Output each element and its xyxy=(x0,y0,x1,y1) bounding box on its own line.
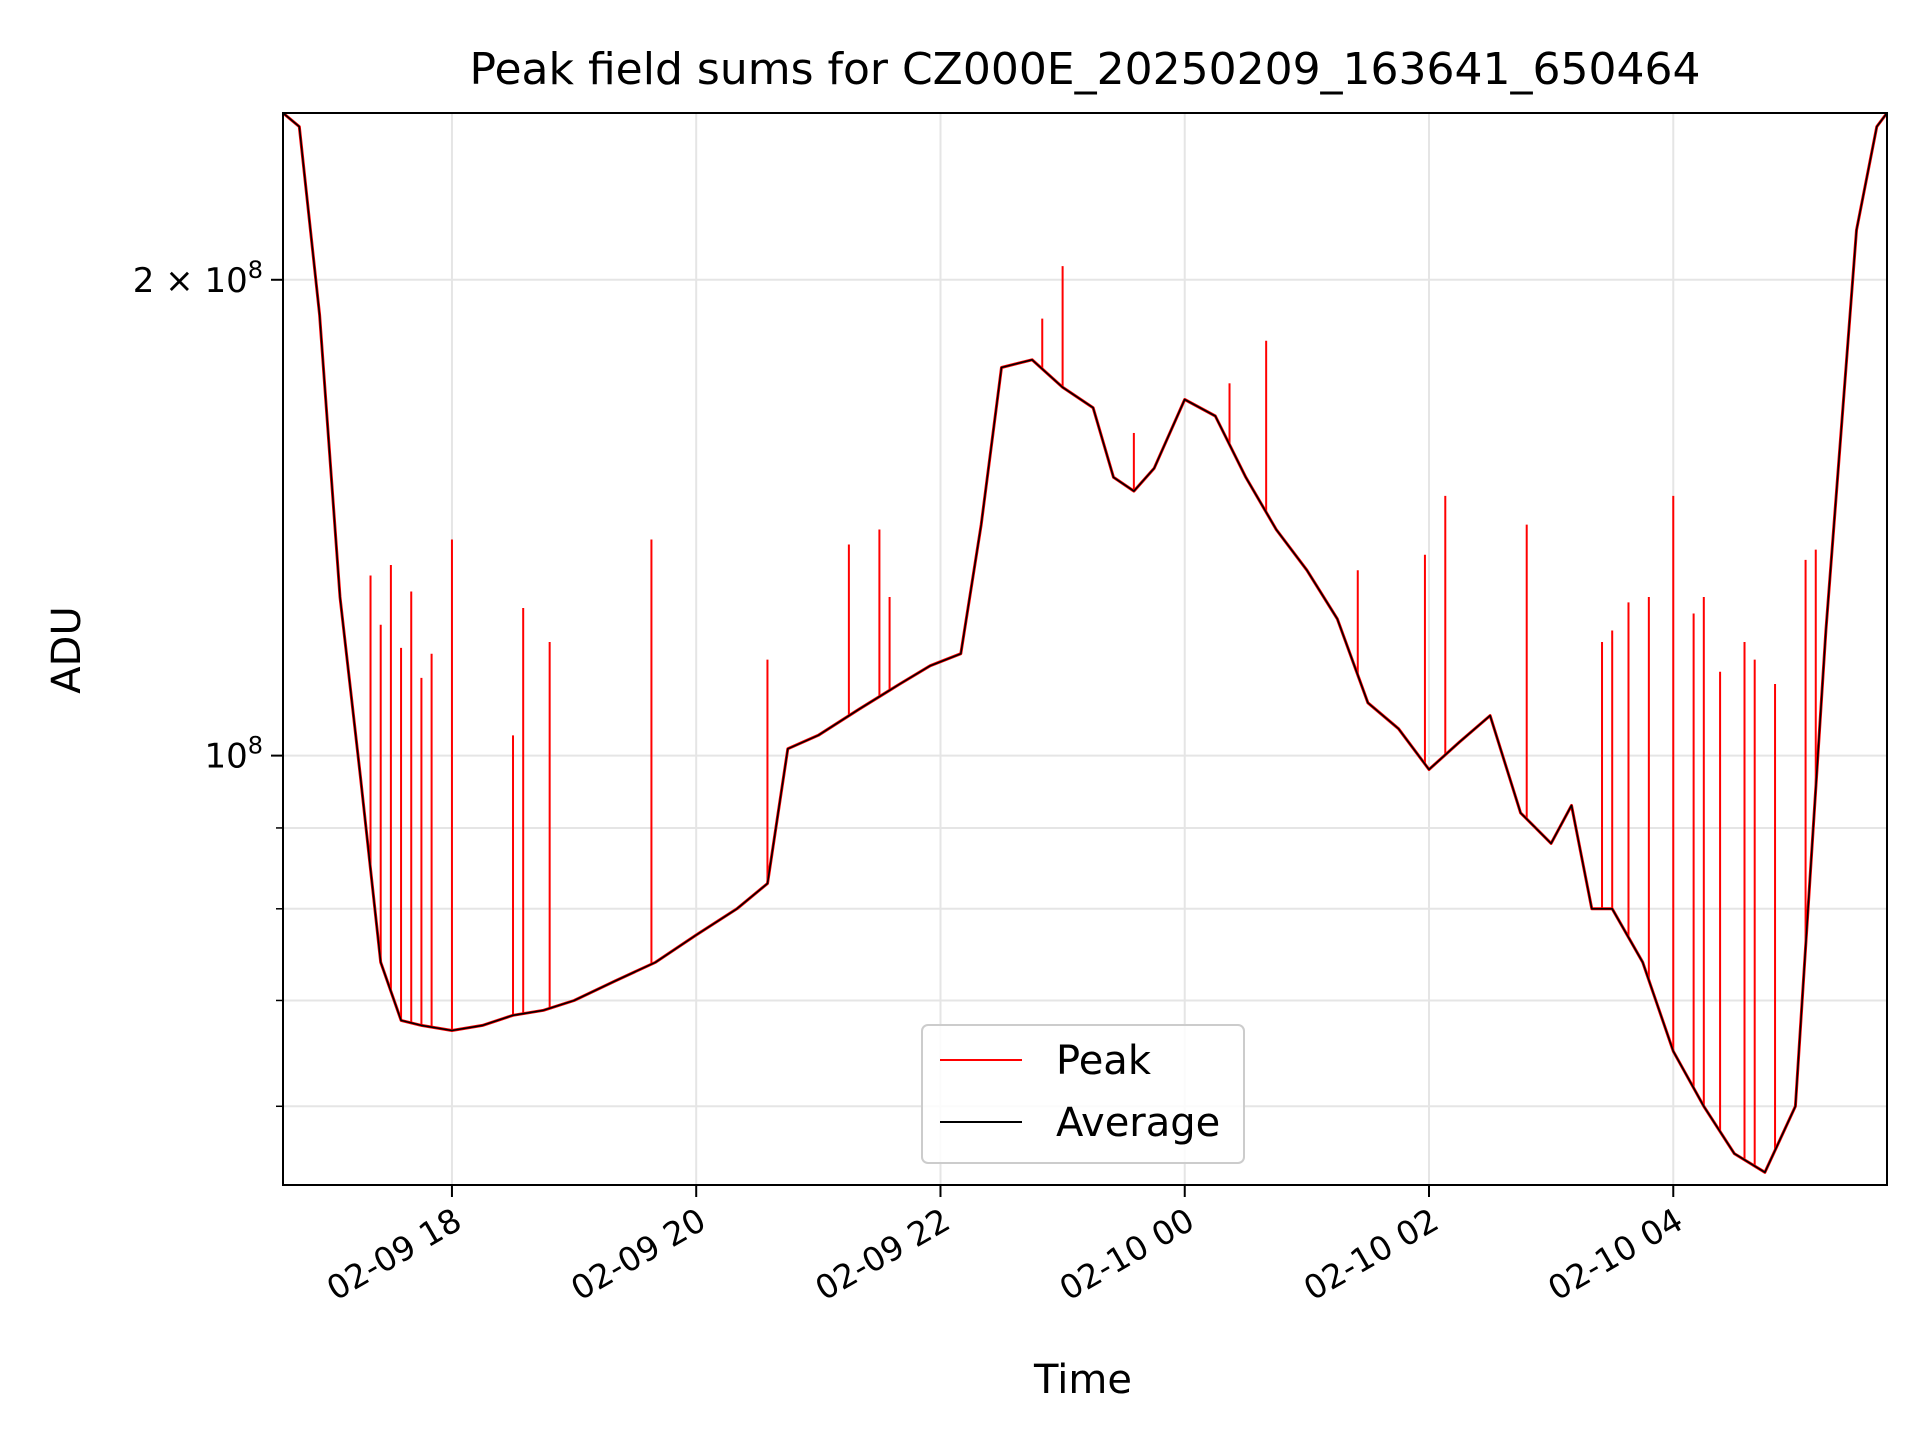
legend-average-label: Average xyxy=(1056,1100,1220,1146)
legend-peak-label: Peak xyxy=(1056,1038,1152,1084)
average-series-line xyxy=(282,112,1888,1174)
legend: Peak Average xyxy=(921,1024,1245,1164)
y-tick-label-exponent: 8 xyxy=(248,256,263,284)
series-layer xyxy=(282,111,1889,1174)
y-tick-label: 2 × 108 xyxy=(133,256,263,301)
grid xyxy=(283,113,1887,1185)
y-axis-label: ADU xyxy=(44,606,90,693)
y-tick-label-base: 2 × 10 xyxy=(133,261,248,301)
plot-frame xyxy=(282,112,1888,1186)
y-tick-label: 108 xyxy=(204,732,263,777)
y-tick-label-base: 10 xyxy=(204,737,247,777)
x-axis-label: Time xyxy=(1033,1357,1132,1403)
chart-title: Peak field sums for CZ000E_20250209_1636… xyxy=(470,44,1701,95)
y-tick-label-exponent: 8 xyxy=(248,732,263,760)
